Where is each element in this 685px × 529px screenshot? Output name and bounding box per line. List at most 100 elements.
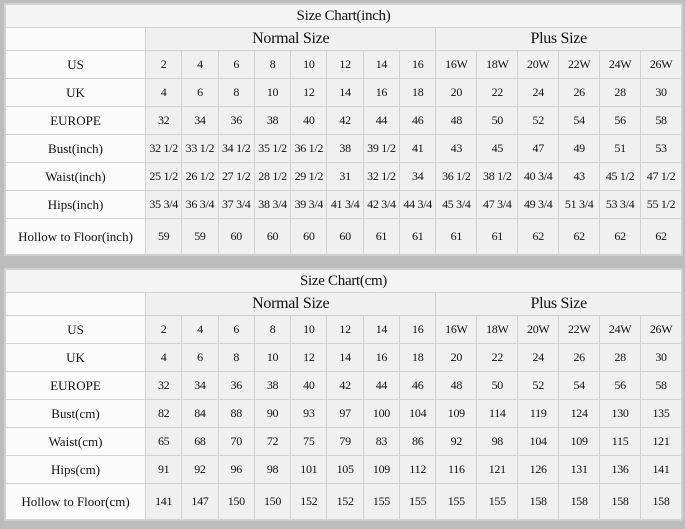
size-value-cell: 130 [599, 399, 642, 428]
chart-title: Size Chart(cm) [5, 269, 682, 293]
size-value-cell: 16W [435, 315, 478, 344]
size-value-cell: 34 1/2 [217, 134, 255, 163]
size-value-cell: 45 [476, 134, 519, 163]
size-value-cell: 42 [326, 371, 364, 400]
size-value-cell: 34 [181, 371, 219, 400]
size-value-cell: 155 [399, 483, 437, 520]
size-value-cell: 30 [640, 78, 682, 107]
size-value-cell: 22 [476, 343, 519, 372]
row-label: Hollow to Floor(cm) [5, 483, 146, 520]
size-value-cell: 45 3/4 [435, 190, 478, 219]
table-row: EUROPE 32 34 36 38 40 42 44 46 48 50 52 54 56 58 [5, 106, 682, 135]
size-value-cell: 92 [181, 455, 219, 484]
size-value-cell: 61 [476, 218, 519, 255]
size-value-cell: 79 [326, 427, 364, 456]
size-value-cell: 88 [217, 399, 255, 428]
size-value-cell: 58 [640, 371, 682, 400]
size-value-cell: 48 [435, 106, 478, 135]
row-label: UK [5, 343, 146, 372]
size-value-cell: 53 3/4 [599, 190, 642, 219]
size-value-cell: 52 [517, 371, 560, 400]
size-value-cell: 16 [362, 343, 401, 372]
size-value-cell: 131 [558, 455, 601, 484]
row-label: Waist(inch) [5, 162, 146, 191]
size-value-cell: 34 [399, 162, 437, 191]
normal-size-header: Normal Size [144, 292, 437, 316]
size-value-cell: 46 [399, 106, 437, 135]
size-value-cell: 26W [640, 50, 682, 79]
size-value-cell: 121 [476, 455, 519, 484]
size-value-cell: 6 [181, 78, 219, 107]
size-value-cell: 93 [290, 399, 328, 428]
size-value-cell: 147 [181, 483, 219, 520]
size-value-cell: 12 [326, 315, 364, 344]
row-label: US [5, 315, 146, 344]
size-value-cell: 109 [362, 455, 401, 484]
size-value-cell: 109 [435, 399, 478, 428]
size-value-cell: 38 [253, 371, 292, 400]
size-value-cell: 36 1/2 [290, 134, 328, 163]
size-value-cell: 100 [362, 399, 401, 428]
size-value-cell: 135 [640, 399, 682, 428]
size-value-cell: 28 [599, 78, 642, 107]
size-value-cell: 18W [476, 315, 519, 344]
size-value-cell: 22 [476, 78, 519, 107]
size-value-cell: 136 [599, 455, 642, 484]
size-value-cell: 114 [476, 399, 519, 428]
table-row: Hollow to Floor(inch) 59 59 60 60 60 60 61 61 61 6… [5, 218, 682, 255]
size-value-cell: 50 [476, 371, 519, 400]
size-value-cell: 27 1/2 [217, 162, 255, 191]
size-value-cell: 155 [435, 483, 478, 520]
table-row: EUROPE 32 34 36 38 40 42 44 46 48 50 52 54 56 58 [5, 371, 682, 400]
size-value-cell: 42 [326, 106, 364, 135]
table-row: Bust(inch) 32 1/2 33 1/2 34 1/2 35 1/2 36 1/2… [5, 134, 682, 163]
size-value-cell: 25 1/2 [144, 162, 183, 191]
size-value-cell: 39 3/4 [290, 190, 328, 219]
size-value-cell: 28 1/2 [253, 162, 292, 191]
size-value-cell: 32 [144, 371, 183, 400]
table-row: Hips(cm) 91 92 96 98 101 105 109 112 116 121 126 131… [5, 455, 682, 484]
size-value-cell: 152 [326, 483, 364, 520]
size-value-cell: 62 [599, 218, 642, 255]
size-value-cell: 2 [144, 315, 183, 344]
size-value-cell: 16 [362, 78, 401, 107]
size-value-cell: 150 [253, 483, 292, 520]
size-value-cell: 10 [253, 343, 292, 372]
size-value-cell: 98 [253, 455, 292, 484]
size-value-cell: 70 [217, 427, 255, 456]
size-value-cell: 41 3/4 [326, 190, 364, 219]
size-value-cell: 12 [290, 78, 328, 107]
empty-cell [5, 27, 146, 51]
table-row: UK 4 6 8 10 12 14 16 18 20 22 24 26 28 30 [5, 78, 682, 107]
size-value-cell: 101 [290, 455, 328, 484]
size-value-cell: 41 [399, 134, 437, 163]
size-value-cell: 47 [517, 134, 560, 163]
size-value-cell: 8 [217, 343, 255, 372]
size-value-cell: 52 [517, 106, 560, 135]
size-value-cell: 14 [362, 50, 401, 79]
size-table: Size Chart(inch) Normal Size Plus Size US 2 4… [5, 4, 682, 255]
size-value-cell: 39 1/2 [362, 134, 401, 163]
size-table: Size Chart(cm) Normal Size Plus Size US 2 4 6 8… [5, 269, 682, 520]
size-value-cell: 12 [290, 343, 328, 372]
size-value-cell: 4 [144, 78, 183, 107]
size-value-cell: 8 [217, 78, 255, 107]
size-value-cell: 83 [362, 427, 401, 456]
size-value-cell: 6 [217, 50, 255, 79]
size-value-cell: 115 [599, 427, 642, 456]
size-value-cell: 6 [217, 315, 255, 344]
size-value-cell: 32 [144, 106, 183, 135]
chart-title: Size Chart(inch) [5, 4, 682, 28]
size-value-cell: 38 [253, 106, 292, 135]
size-value-cell: 72 [253, 427, 292, 456]
size-value-cell: 48 [435, 371, 478, 400]
size-value-cell: 158 [517, 483, 560, 520]
size-value-cell: 18 [399, 343, 437, 372]
table-row: US 2 4 6 8 10 12 14 16 16W 18W 20W 22W 24W 26W [5, 50, 682, 79]
size-value-cell: 158 [558, 483, 601, 520]
size-value-cell: 112 [399, 455, 437, 484]
size-value-cell: 90 [253, 399, 292, 428]
size-value-cell: 4 [181, 315, 219, 344]
size-value-cell: 56 [599, 106, 642, 135]
row-label: Hips(cm) [5, 455, 146, 484]
